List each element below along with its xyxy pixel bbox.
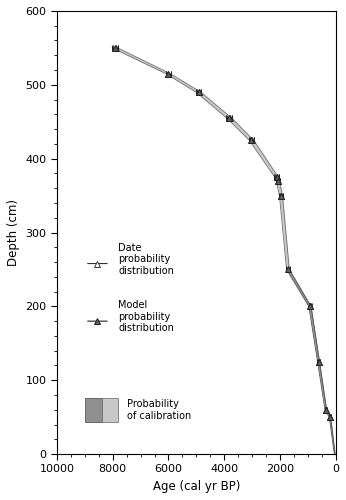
Text: Probability
of calibration: Probability of calibration: [127, 399, 191, 420]
Text: Date
probability
distribution: Date probability distribution: [118, 242, 174, 276]
Bar: [85, 398, 102, 422]
Bar: [102, 398, 118, 422]
Text: Model
probability
distribution: Model probability distribution: [118, 300, 174, 334]
Y-axis label: Depth (cm): Depth (cm): [7, 199, 20, 266]
X-axis label: Age (cal yr BP): Age (cal yr BP): [153, 480, 240, 493]
